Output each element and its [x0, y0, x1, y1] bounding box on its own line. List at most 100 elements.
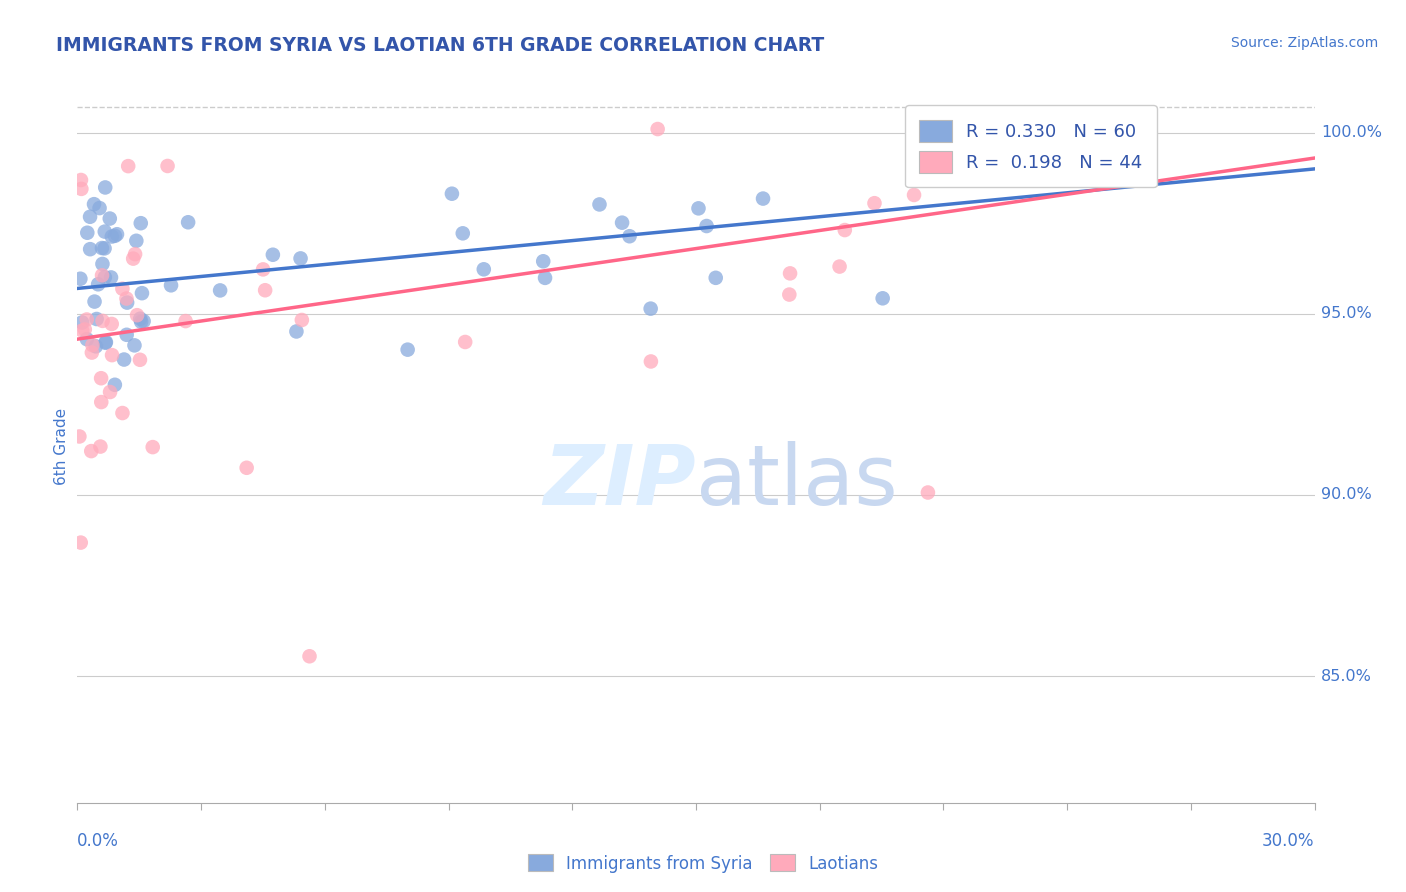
Point: [89, 201, 111, 215]
Point: [129, 311, 152, 326]
Point: [79, 242, 101, 256]
Point: [124, 247, 146, 261]
Point: [472, 262, 495, 277]
Point: [94, 225, 117, 239]
Point: [104, 377, 127, 392]
Point: [115, 327, 138, 342]
Point: [91, 241, 114, 255]
Point: [129, 216, 152, 230]
Point: [1002, 122, 1025, 136]
Point: [100, 317, 122, 331]
Point: [79, 210, 101, 224]
Point: [903, 188, 925, 202]
Point: [111, 282, 134, 296]
Point: [80, 444, 103, 458]
Point: [834, 223, 856, 237]
Point: [125, 234, 148, 248]
Point: [82, 338, 104, 352]
Point: [70, 316, 93, 330]
Point: [177, 215, 200, 229]
Point: [688, 202, 710, 216]
Point: [69, 535, 91, 549]
Point: [70, 182, 93, 196]
Point: [76, 312, 98, 326]
Text: atlas: atlas: [696, 442, 897, 522]
Point: [290, 252, 312, 266]
Point: [104, 228, 127, 243]
Point: [91, 314, 114, 328]
Point: [129, 315, 152, 329]
Point: [94, 335, 117, 350]
Text: 85.0%: 85.0%: [1320, 668, 1372, 683]
Point: [640, 301, 662, 316]
Point: [94, 270, 117, 285]
Point: [704, 270, 727, 285]
Point: [83, 294, 105, 309]
Point: [115, 292, 138, 306]
Point: [83, 197, 105, 211]
Point: [90, 395, 112, 409]
Point: [285, 325, 308, 339]
Point: [73, 322, 96, 336]
Point: [101, 229, 124, 244]
Point: [115, 295, 138, 310]
Point: [696, 219, 718, 233]
Point: [98, 211, 121, 226]
Point: [863, 196, 886, 211]
Point: [76, 332, 98, 346]
Text: 90.0%: 90.0%: [1320, 487, 1371, 502]
Point: [778, 287, 800, 301]
Point: [69, 271, 91, 285]
Text: 95.0%: 95.0%: [1320, 306, 1371, 321]
Point: [912, 152, 935, 166]
Y-axis label: 6th Grade: 6th Grade: [53, 408, 69, 484]
Point: [86, 312, 108, 326]
Point: [93, 241, 115, 255]
Point: [111, 406, 134, 420]
Point: [291, 313, 314, 327]
Point: [76, 226, 98, 240]
Text: 30.0%: 30.0%: [1263, 831, 1315, 850]
Point: [98, 384, 121, 399]
Point: [917, 485, 939, 500]
Text: 100.0%: 100.0%: [1320, 125, 1382, 140]
Point: [91, 268, 114, 283]
Point: [70, 173, 93, 187]
Point: [904, 170, 927, 185]
Point: [752, 192, 775, 206]
Point: [262, 248, 284, 262]
Legend: Immigrants from Syria, Laotians: Immigrants from Syria, Laotians: [522, 847, 884, 880]
Point: [91, 257, 114, 271]
Point: [67, 429, 90, 443]
Point: [396, 343, 419, 357]
Point: [122, 252, 145, 266]
Point: [610, 216, 633, 230]
Point: [94, 335, 117, 350]
Text: 0.0%: 0.0%: [77, 831, 120, 850]
Point: [94, 180, 117, 194]
Point: [254, 283, 277, 297]
Point: [454, 334, 477, 349]
Text: IMMIGRANTS FROM SYRIA VS LAOTIAN 6TH GRADE CORRELATION CHART: IMMIGRANTS FROM SYRIA VS LAOTIAN 6TH GRA…: [56, 36, 824, 54]
Point: [209, 284, 232, 298]
Legend: R = 0.330   N = 60, R =  0.198   N = 44: R = 0.330 N = 60, R = 0.198 N = 44: [905, 105, 1157, 187]
Point: [160, 278, 183, 293]
Point: [132, 314, 155, 328]
Point: [112, 352, 135, 367]
Point: [779, 266, 801, 280]
Point: [828, 260, 851, 274]
Point: [101, 348, 124, 362]
Point: [440, 186, 463, 201]
Point: [80, 345, 103, 359]
Point: [89, 440, 111, 454]
Text: Source: ZipAtlas.com: Source: ZipAtlas.com: [1230, 36, 1378, 50]
Point: [125, 308, 148, 322]
Point: [451, 227, 474, 241]
Point: [252, 262, 274, 277]
Point: [100, 270, 122, 285]
Text: ZIP: ZIP: [543, 442, 696, 522]
Point: [619, 229, 641, 244]
Point: [90, 371, 112, 385]
Point: [235, 460, 257, 475]
Point: [131, 286, 153, 301]
